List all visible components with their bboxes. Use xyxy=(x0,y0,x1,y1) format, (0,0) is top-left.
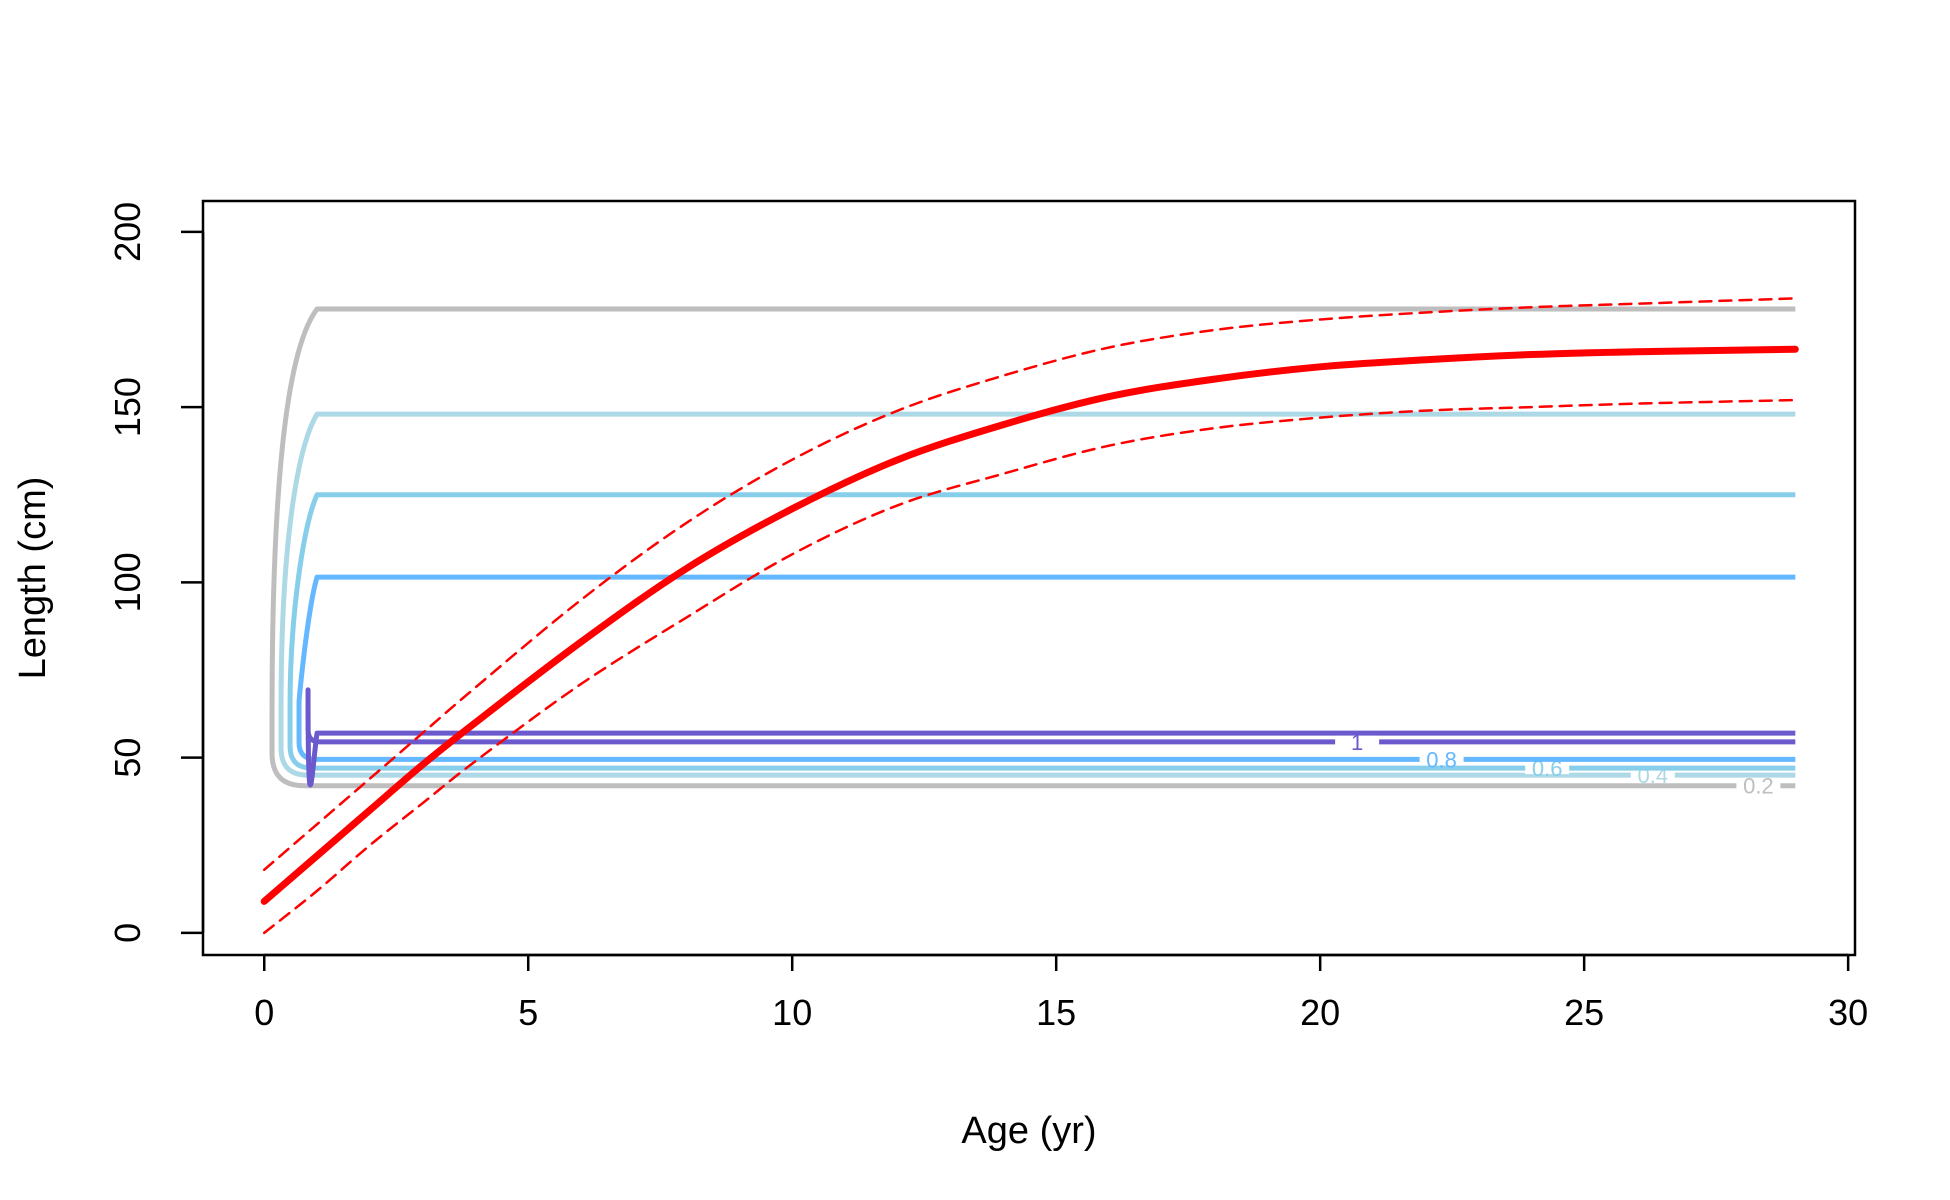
x-tick-label: 15 xyxy=(1036,992,1076,1033)
y-axis: 0 50 100 150 200 xyxy=(107,202,205,943)
contour-label: 0.8 xyxy=(1426,747,1457,772)
contour-label-gap xyxy=(1419,753,1464,766)
x-tick-label: 30 xyxy=(1828,992,1868,1033)
x-axis: 0 5 10 15 20 25 30 xyxy=(254,953,1868,1033)
contour-label: 0.2 xyxy=(1743,774,1774,799)
contour-label: 1 xyxy=(1351,730,1363,755)
contour-label-gap xyxy=(1525,762,1570,775)
y-tick-label: 150 xyxy=(107,377,148,437)
contour-layer: 0.20.40.60.81 xyxy=(269,306,1796,799)
interval-line xyxy=(262,398,1797,935)
contour-line xyxy=(269,306,1796,789)
y-tick-label: 0 xyxy=(107,923,148,943)
x-tick-label: 10 xyxy=(772,992,812,1033)
x-tick-label: 20 xyxy=(1300,992,1340,1033)
contour-label-gap xyxy=(1736,779,1781,792)
y-tick-label: 200 xyxy=(107,202,148,262)
series-layer xyxy=(260,297,1799,935)
contour-line xyxy=(287,492,1796,771)
y-tick-label: 50 xyxy=(107,738,148,778)
contour-label-gap xyxy=(1630,769,1675,782)
mean-growth-line xyxy=(260,345,1799,905)
x-axis-title: Age (yr) xyxy=(961,1110,1096,1152)
contour-label-gap xyxy=(1335,735,1380,748)
x-tick-label: 25 xyxy=(1564,992,1604,1033)
y-axis-title: Length (cm) xyxy=(12,477,54,680)
x-tick-label: 5 xyxy=(518,992,538,1033)
contour-line xyxy=(278,411,1796,778)
interval-line xyxy=(262,297,1797,872)
contour-line xyxy=(305,687,1796,788)
x-tick-label: 0 xyxy=(254,992,274,1033)
y-tick-label: 100 xyxy=(107,552,148,612)
